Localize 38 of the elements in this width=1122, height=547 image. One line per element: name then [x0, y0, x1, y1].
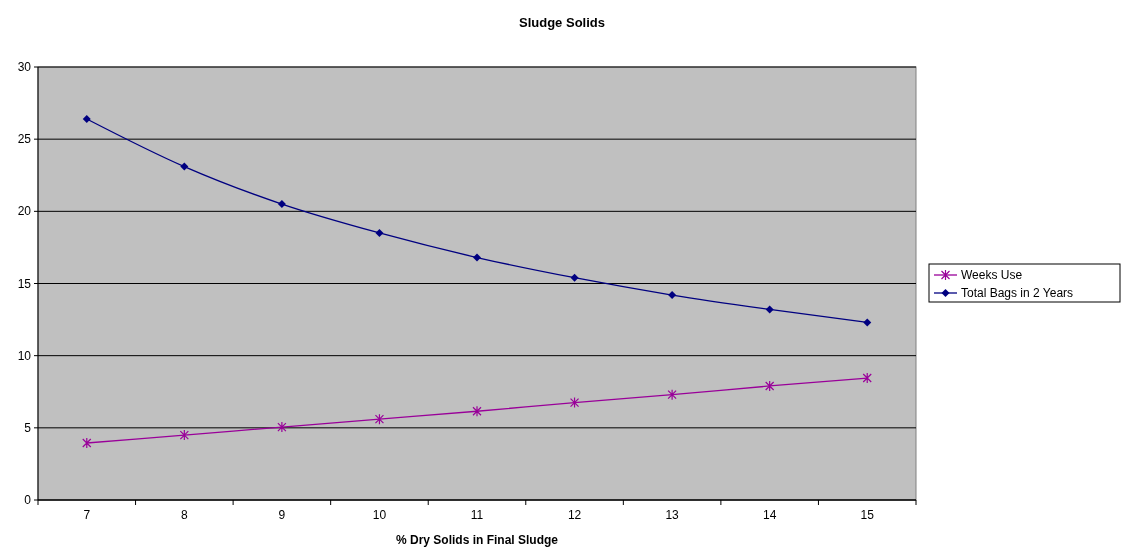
y-tick-label: 5	[24, 420, 32, 435]
point	[668, 291, 677, 300]
point	[180, 162, 189, 171]
point	[277, 200, 286, 209]
point	[570, 273, 579, 282]
x-tick-label: 7	[83, 508, 91, 522]
x-axis-title: % Dry Solids in Final Sludge	[395, 533, 559, 547]
point	[179, 429, 189, 441]
x-tick-label: 12	[567, 508, 582, 522]
point	[667, 389, 677, 401]
point	[863, 318, 872, 327]
x-tick-label: 11	[470, 508, 484, 522]
x-tick-label: 13	[665, 508, 680, 522]
legend-label: Weeks Use	[961, 268, 1023, 282]
point	[569, 396, 580, 409]
y-tick-label: 30	[17, 60, 32, 74]
chart-title: Sludge Solids	[519, 15, 605, 30]
point	[277, 421, 287, 433]
point	[375, 228, 384, 237]
x-tick-label: 14	[762, 508, 777, 522]
x-tick-label: 10	[372, 508, 387, 522]
point	[82, 437, 92, 449]
y-tick-label: 25	[17, 132, 32, 147]
x-tick-label: 9	[278, 508, 286, 522]
x-tick-label: 8	[180, 508, 188, 522]
point	[862, 372, 872, 384]
point	[765, 305, 774, 314]
legend-label: Total Bags in 2 Years	[961, 286, 1074, 300]
x-tick-label: 15	[860, 508, 875, 522]
y-tick-label: 0	[24, 493, 32, 507]
y-tick-label: 15	[17, 276, 32, 291]
point	[765, 380, 775, 392]
point	[473, 253, 481, 262]
point	[472, 405, 482, 417]
y-tick-label: 10	[17, 348, 32, 363]
y-tick-label: 20	[17, 204, 32, 219]
point	[374, 413, 385, 425]
point	[82, 114, 91, 123]
